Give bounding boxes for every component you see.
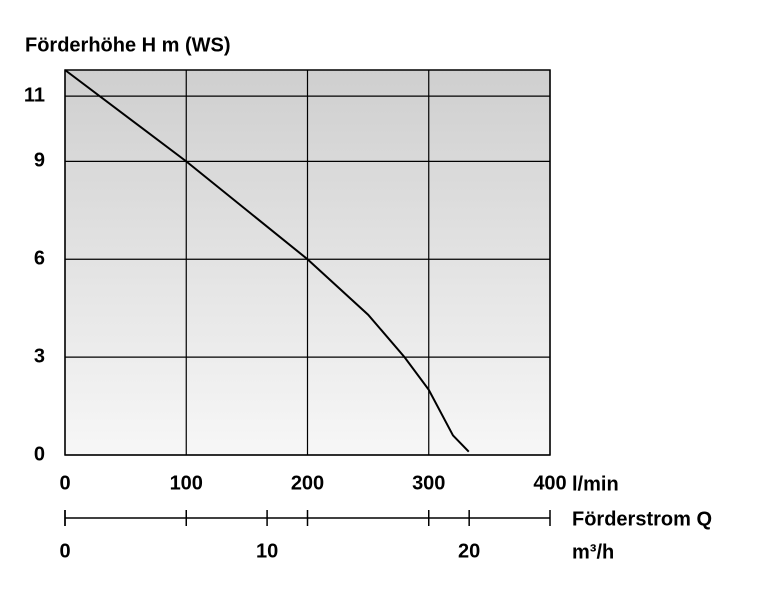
x2-axis-label: Förderstrom Q (572, 508, 712, 530)
y-tick-label: 11 (24, 84, 45, 106)
x2-tick-label: 0 (59, 540, 70, 562)
y-tick-label: 6 (34, 248, 45, 270)
x-tick-label: 100 (170, 472, 203, 494)
y-axis-label: Förderhöhe H m (WS) (25, 34, 231, 56)
x-tick-label: 0 (59, 472, 70, 494)
x-tick-label: 300 (412, 472, 445, 494)
x2-tick-label: 10 (256, 540, 278, 562)
y-tick-label: 0 (34, 443, 45, 465)
x2-axis-unit: m³/h (572, 541, 614, 563)
x2-tick-label: 20 (458, 540, 480, 562)
curve (64, 69, 470, 453)
y-tick-label: 3 (34, 345, 45, 367)
x-axis-label: l/min (572, 473, 619, 495)
y-tick-label: 9 (34, 150, 45, 172)
x-tick-label: 400 (533, 472, 566, 494)
x-tick-label: 200 (291, 472, 324, 494)
